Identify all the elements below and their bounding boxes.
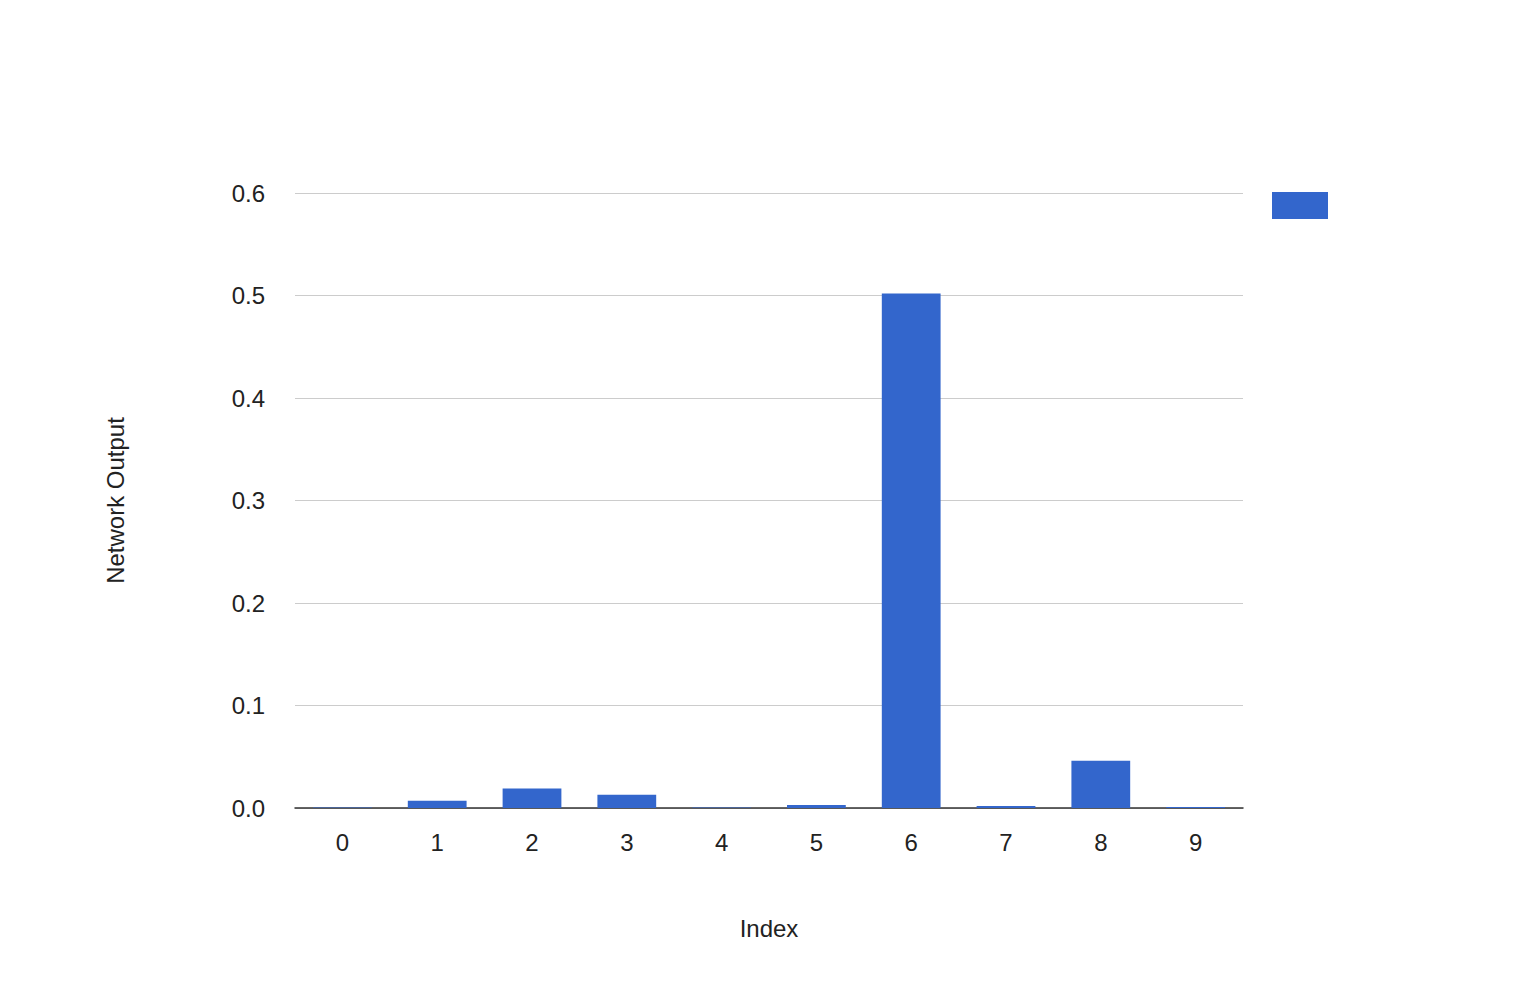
svg-text:4: 4 (715, 829, 728, 856)
svg-text:0: 0 (336, 829, 349, 856)
svg-text:0.5: 0.5 (232, 282, 265, 309)
svg-text:3: 3 (620, 829, 633, 856)
svg-text:Network Output: Network Output (102, 417, 129, 584)
svg-text:0.4: 0.4 (232, 385, 265, 412)
svg-text:0.6: 0.6 (232, 180, 265, 207)
svg-text:1: 1 (431, 829, 444, 856)
svg-text:9: 9 (1189, 829, 1202, 856)
svg-text:5: 5 (810, 829, 823, 856)
svg-text:0.3: 0.3 (232, 487, 265, 514)
svg-text:0.2: 0.2 (232, 590, 265, 617)
svg-text:2: 2 (525, 829, 538, 856)
svg-text:6: 6 (905, 829, 918, 856)
svg-text:8: 8 (1094, 829, 1107, 856)
svg-text:7: 7 (999, 829, 1012, 856)
svg-text:Index: Index (740, 915, 799, 942)
svg-text:0.0: 0.0 (232, 795, 265, 822)
svg-text:0.1: 0.1 (232, 692, 265, 719)
